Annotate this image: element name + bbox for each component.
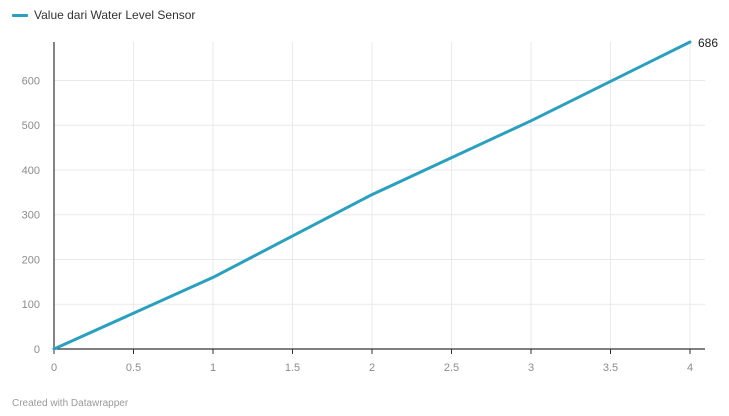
grid-lines [54, 42, 705, 349]
legend: Value dari Water Level Sensor [12, 8, 195, 22]
legend-swatch [12, 13, 28, 17]
x-tick-label: 2.5 [444, 362, 459, 374]
y-tick-label: 400 [22, 165, 40, 177]
x-tick-label: 0.5 [126, 362, 141, 374]
x-tick-label: 4 [687, 362, 693, 374]
credit-text: Created with Datawrapper [12, 398, 129, 409]
x-tick-label: 1 [210, 362, 216, 374]
y-tick-label: 100 [22, 299, 40, 311]
x-tick-label: 2 [369, 362, 375, 374]
y-tick-label: 200 [22, 254, 40, 266]
x-tick-label: 3.5 [603, 362, 618, 374]
x-tick-label: 3 [528, 362, 534, 374]
legend-label: Value dari Water Level Sensor [34, 8, 196, 22]
x-tick-label: 1.5 [285, 362, 300, 374]
y-tick-label: 300 [22, 210, 40, 222]
tick-labels: 0 100 200 300 400 500 600 0 0.5 1 1.5 2 2.5 3 3.5 4 [22, 75, 693, 374]
end-value-label: 686 [698, 36, 718, 50]
series-lines: 686 [52, 36, 718, 351]
y-tick-label: 600 [22, 75, 40, 87]
x-tick-label: 0 [51, 362, 57, 374]
y-tick-label: 0 [34, 344, 40, 356]
axes [53, 42, 705, 354]
y-tick-label: 500 [22, 120, 40, 132]
